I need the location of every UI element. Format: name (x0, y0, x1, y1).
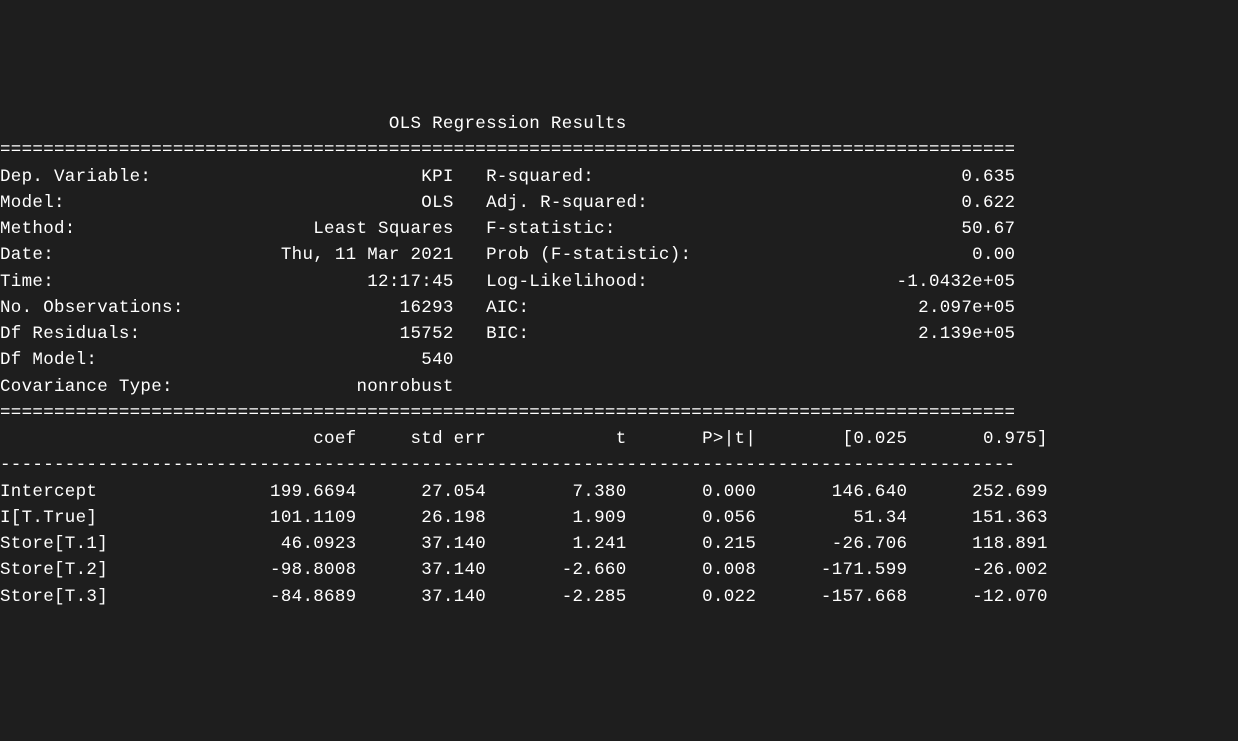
ols-regression-output: OLS Regression Results =================… (0, 111, 1238, 610)
